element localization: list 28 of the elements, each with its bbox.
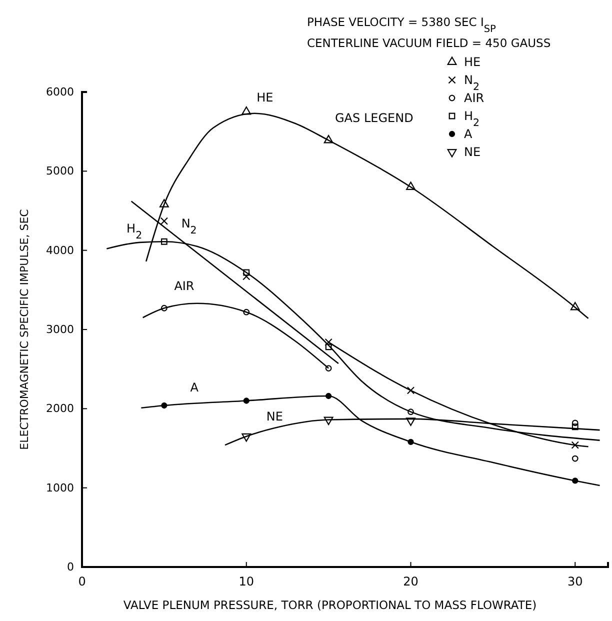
legend-label: AIR (464, 91, 484, 105)
y-tick-label: 6000 (46, 86, 74, 99)
chart-subtitle: CENTERLINE VACUUM FIELD = 450 GAUSS (307, 36, 551, 50)
chart-title: PHASE VELOCITY = 5380 SEC I$_{SP}$ (307, 15, 496, 34)
y-tick-label: 1000 (46, 481, 74, 494)
legend-label: HE (464, 55, 481, 69)
legend-label: H$_{2}$ (464, 109, 480, 128)
x-tick-label: 10 (238, 574, 254, 589)
y-tick-label: 2000 (46, 402, 74, 416)
legend-label: NE (464, 145, 481, 159)
series-label: HE (256, 90, 274, 104)
legend-label: A (464, 127, 473, 141)
x-tick-label: 30 (567, 574, 583, 589)
x-tick-label: 20 (403, 574, 418, 589)
x-tick-label: 0 (78, 574, 86, 589)
y-tick-label: 5000 (46, 164, 74, 178)
y-axis-title: ELECTROMAGNETIC SPECIFIC IMPULSE, SEC (18, 208, 31, 450)
x-axis-title: VALVE PLENUM PRESSURE, TORR (PROPORTIONAL TO MASS FLOWRATE) (123, 598, 537, 612)
y-tick-label: 0 (67, 560, 74, 574)
series-label: H$_{2}$ (126, 221, 142, 241)
series-label: N$_{2}$ (181, 216, 197, 236)
series-label: NE (266, 409, 283, 424)
legend-title: GAS LEGEND (335, 111, 414, 125)
series-label: A (190, 380, 200, 394)
y-tick-label: 4000 (46, 244, 74, 257)
legend-label: N$_{2}$ (464, 73, 480, 92)
series-label: AIR (174, 279, 194, 294)
y-tick-label: 3000 (46, 323, 74, 336)
